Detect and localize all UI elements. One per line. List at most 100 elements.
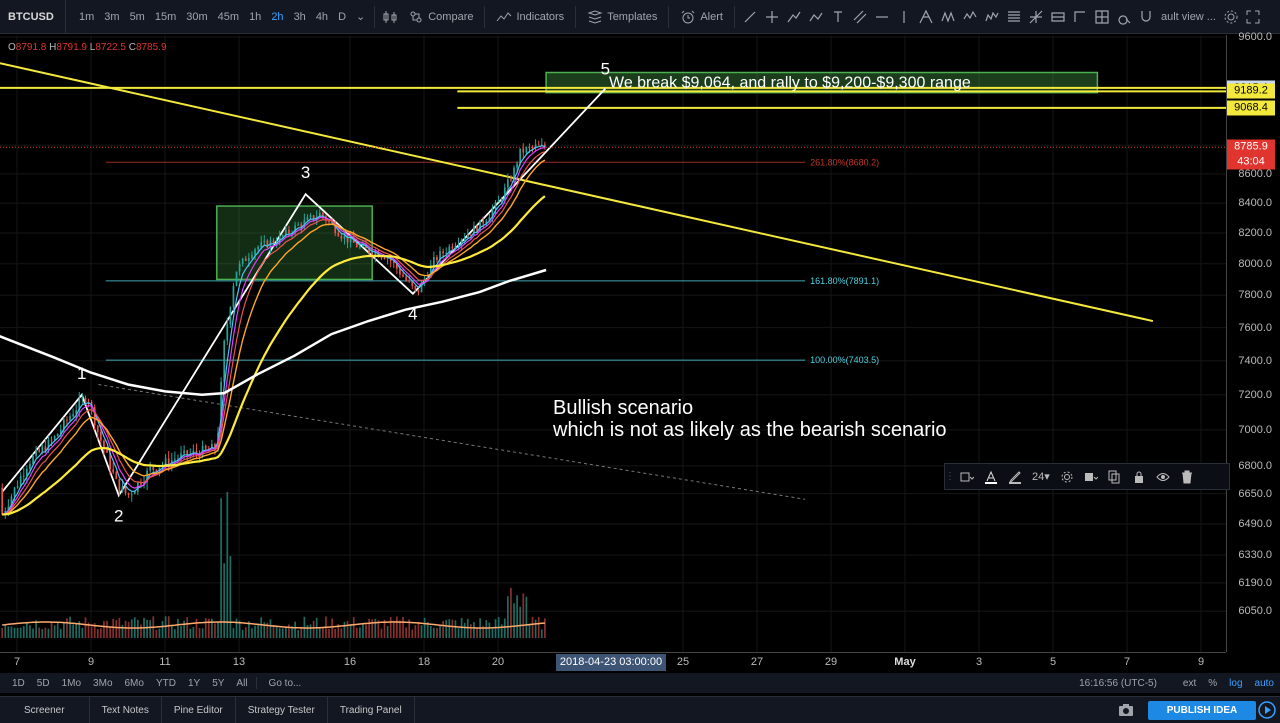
- tab-trading-panel[interactable]: Trading Panel: [328, 696, 415, 723]
- timeframe-4h[interactable]: 4h: [315, 10, 329, 23]
- play-circle-icon[interactable]: [1258, 701, 1276, 719]
- price-chart[interactable]: 261.80%(8680.2) 161.80%(7891.1) 100.00%(74…: [0, 35, 1226, 652]
- timeframe-3m[interactable]: 3m: [104, 10, 120, 23]
- zoom-icon[interactable]: [1113, 0, 1135, 34]
- timeframe-5m[interactable]: 5m: [129, 10, 145, 23]
- price-axis[interactable]: 9600.08800.08600.08400.08200.08000.07800…: [1226, 31, 1280, 652]
- pitchfork-icon[interactable]: [915, 0, 937, 34]
- timeframe-15m[interactable]: 15m: [154, 10, 177, 23]
- lock-icon[interactable]: [1127, 463, 1151, 490]
- text-color-icon[interactable]: [979, 463, 1003, 490]
- scenario-title[interactable]: Bullish scenario: [553, 397, 693, 419]
- elliott-icon[interactable]: [981, 0, 1003, 34]
- long-position-icon[interactable]: [1047, 0, 1069, 34]
- range-5d[interactable]: 5D: [36, 677, 50, 689]
- drag-handle-icon[interactable]: ⋮: [945, 471, 955, 482]
- pattern-icon[interactable]: [937, 0, 959, 34]
- range-ytd[interactable]: YTD: [155, 677, 176, 689]
- pencil-icon[interactable]: [1003, 463, 1027, 490]
- tab-screener[interactable]: Screener: [0, 696, 90, 723]
- fib-icon[interactable]: [1003, 0, 1025, 34]
- candle-body: [485, 220, 488, 224]
- time-axis[interactable]: 2018-04-23 03:00:00 7 9 11 13 16 18 20 25 27 29 Ma…: [0, 652, 1226, 672]
- measure-icon[interactable]: [1069, 0, 1091, 34]
- path-icon[interactable]: [805, 0, 827, 34]
- eye-icon[interactable]: [1151, 463, 1175, 490]
- extended-hours-toggle[interactable]: ext: [1182, 677, 1197, 689]
- chart-grid-icon[interactable]: [1091, 0, 1113, 34]
- gann-icon[interactable]: [1025, 0, 1047, 34]
- timeframe-3h[interactable]: 3h: [293, 10, 306, 23]
- candle-body: [232, 285, 235, 308]
- range-1d[interactable]: 1D: [12, 677, 25, 689]
- log-scale-toggle[interactable]: log: [1229, 677, 1243, 689]
- ohlc-legend: O8791.8 H8791.9 L8722.5 C8785.9: [8, 42, 167, 53]
- parallel-icon[interactable]: [849, 0, 871, 34]
- compare-button[interactable]: Compare: [401, 0, 480, 34]
- time-tick: 29: [824, 656, 838, 668]
- elliott-wave-path[interactable]: [1, 87, 606, 498]
- range-3mo[interactable]: 3Mo: [93, 677, 113, 689]
- publish-idea-button[interactable]: PUBLISH IDEA: [1148, 701, 1256, 720]
- volume-bar: [164, 616, 167, 638]
- range-5y[interactable]: 5Y: [212, 677, 225, 689]
- trend-line[interactable]: [0, 62, 1154, 323]
- vertical-icon[interactable]: [893, 0, 915, 34]
- trend-icon[interactable]: [783, 0, 805, 34]
- line-icon[interactable]: [739, 0, 761, 34]
- candle-body: [411, 281, 414, 286]
- tab-pine-editor[interactable]: Pine Editor: [162, 696, 236, 723]
- candles-icon[interactable]: [379, 0, 401, 34]
- price-tick: 8200.0: [1238, 227, 1272, 240]
- range-all[interactable]: All: [236, 677, 248, 689]
- candle-body: [371, 253, 374, 256]
- tab-text-notes[interactable]: Text Notes: [90, 696, 162, 723]
- magnet-icon[interactable]: [1135, 0, 1157, 34]
- candle-body: [322, 212, 324, 217]
- scenario-subtitle[interactable]: which is not as likely as the bearish sc…: [552, 419, 947, 441]
- horizontal-icon[interactable]: [871, 0, 893, 34]
- volume-bar: [7, 626, 10, 638]
- volume-bar: [26, 623, 28, 638]
- volume-bar: [331, 618, 333, 638]
- text-icon[interactable]: [827, 0, 849, 34]
- gear-icon[interactable]: [1055, 463, 1079, 490]
- tab-strategy-tester[interactable]: Strategy Tester: [236, 696, 328, 723]
- cross-icon[interactable]: [761, 0, 783, 34]
- camera-icon[interactable]: [1118, 702, 1134, 718]
- target-annotation[interactable]: We break $9,064, and rally to $9,200-$9,…: [609, 74, 971, 91]
- font-size-dropdown[interactable]: 24 ▾: [1032, 470, 1050, 484]
- range-1mo[interactable]: 1Mo: [61, 677, 82, 689]
- timeframe-2h[interactable]: 2h: [271, 10, 284, 23]
- candle-body: [29, 463, 31, 469]
- timeframe-1h[interactable]: 1h: [249, 10, 262, 23]
- timeframe-45m[interactable]: 45m: [217, 10, 240, 23]
- range-1y[interactable]: 1Y: [187, 677, 201, 689]
- percent-scale-toggle[interactable]: %: [1208, 677, 1218, 689]
- goto-button[interactable]: Go to...: [268, 677, 302, 689]
- layout-name[interactable]: ault view ...: [1160, 10, 1216, 23]
- symbol-search[interactable]: BTCUSD: [0, 0, 66, 34]
- alert-button[interactable]: Alert: [673, 0, 730, 34]
- dotted-trend-line[interactable]: [98, 384, 806, 500]
- timeframe-1m[interactable]: 1m: [79, 10, 95, 23]
- timeframe-30m[interactable]: 30m: [186, 10, 208, 23]
- volume-bar: [207, 618, 210, 638]
- timeframe-dropdown-icon[interactable]: ⌄: [356, 10, 366, 23]
- candle-body: [183, 450, 185, 454]
- fullscreen-icon[interactable]: [1242, 0, 1264, 34]
- auto-scale-toggle[interactable]: auto: [1254, 677, 1274, 689]
- chart-pane[interactable]: [0, 35, 1226, 652]
- clone-icon[interactable]: [1103, 463, 1127, 490]
- trash-icon[interactable]: [1175, 463, 1199, 490]
- volume-bar: [41, 629, 44, 638]
- timeframe-D[interactable]: D: [338, 10, 347, 23]
- template-dropdown-icon[interactable]: [955, 463, 979, 490]
- wave-icon[interactable]: [959, 0, 981, 34]
- range-6mo[interactable]: 6Mo: [124, 677, 144, 689]
- volume-bar: [174, 629, 176, 638]
- settings-gear-icon[interactable]: [1220, 0, 1242, 34]
- templates-button[interactable]: Templates: [580, 0, 664, 34]
- indicators-button[interactable]: Indicators: [489, 0, 571, 34]
- visual-order-icon[interactable]: [1079, 463, 1103, 490]
